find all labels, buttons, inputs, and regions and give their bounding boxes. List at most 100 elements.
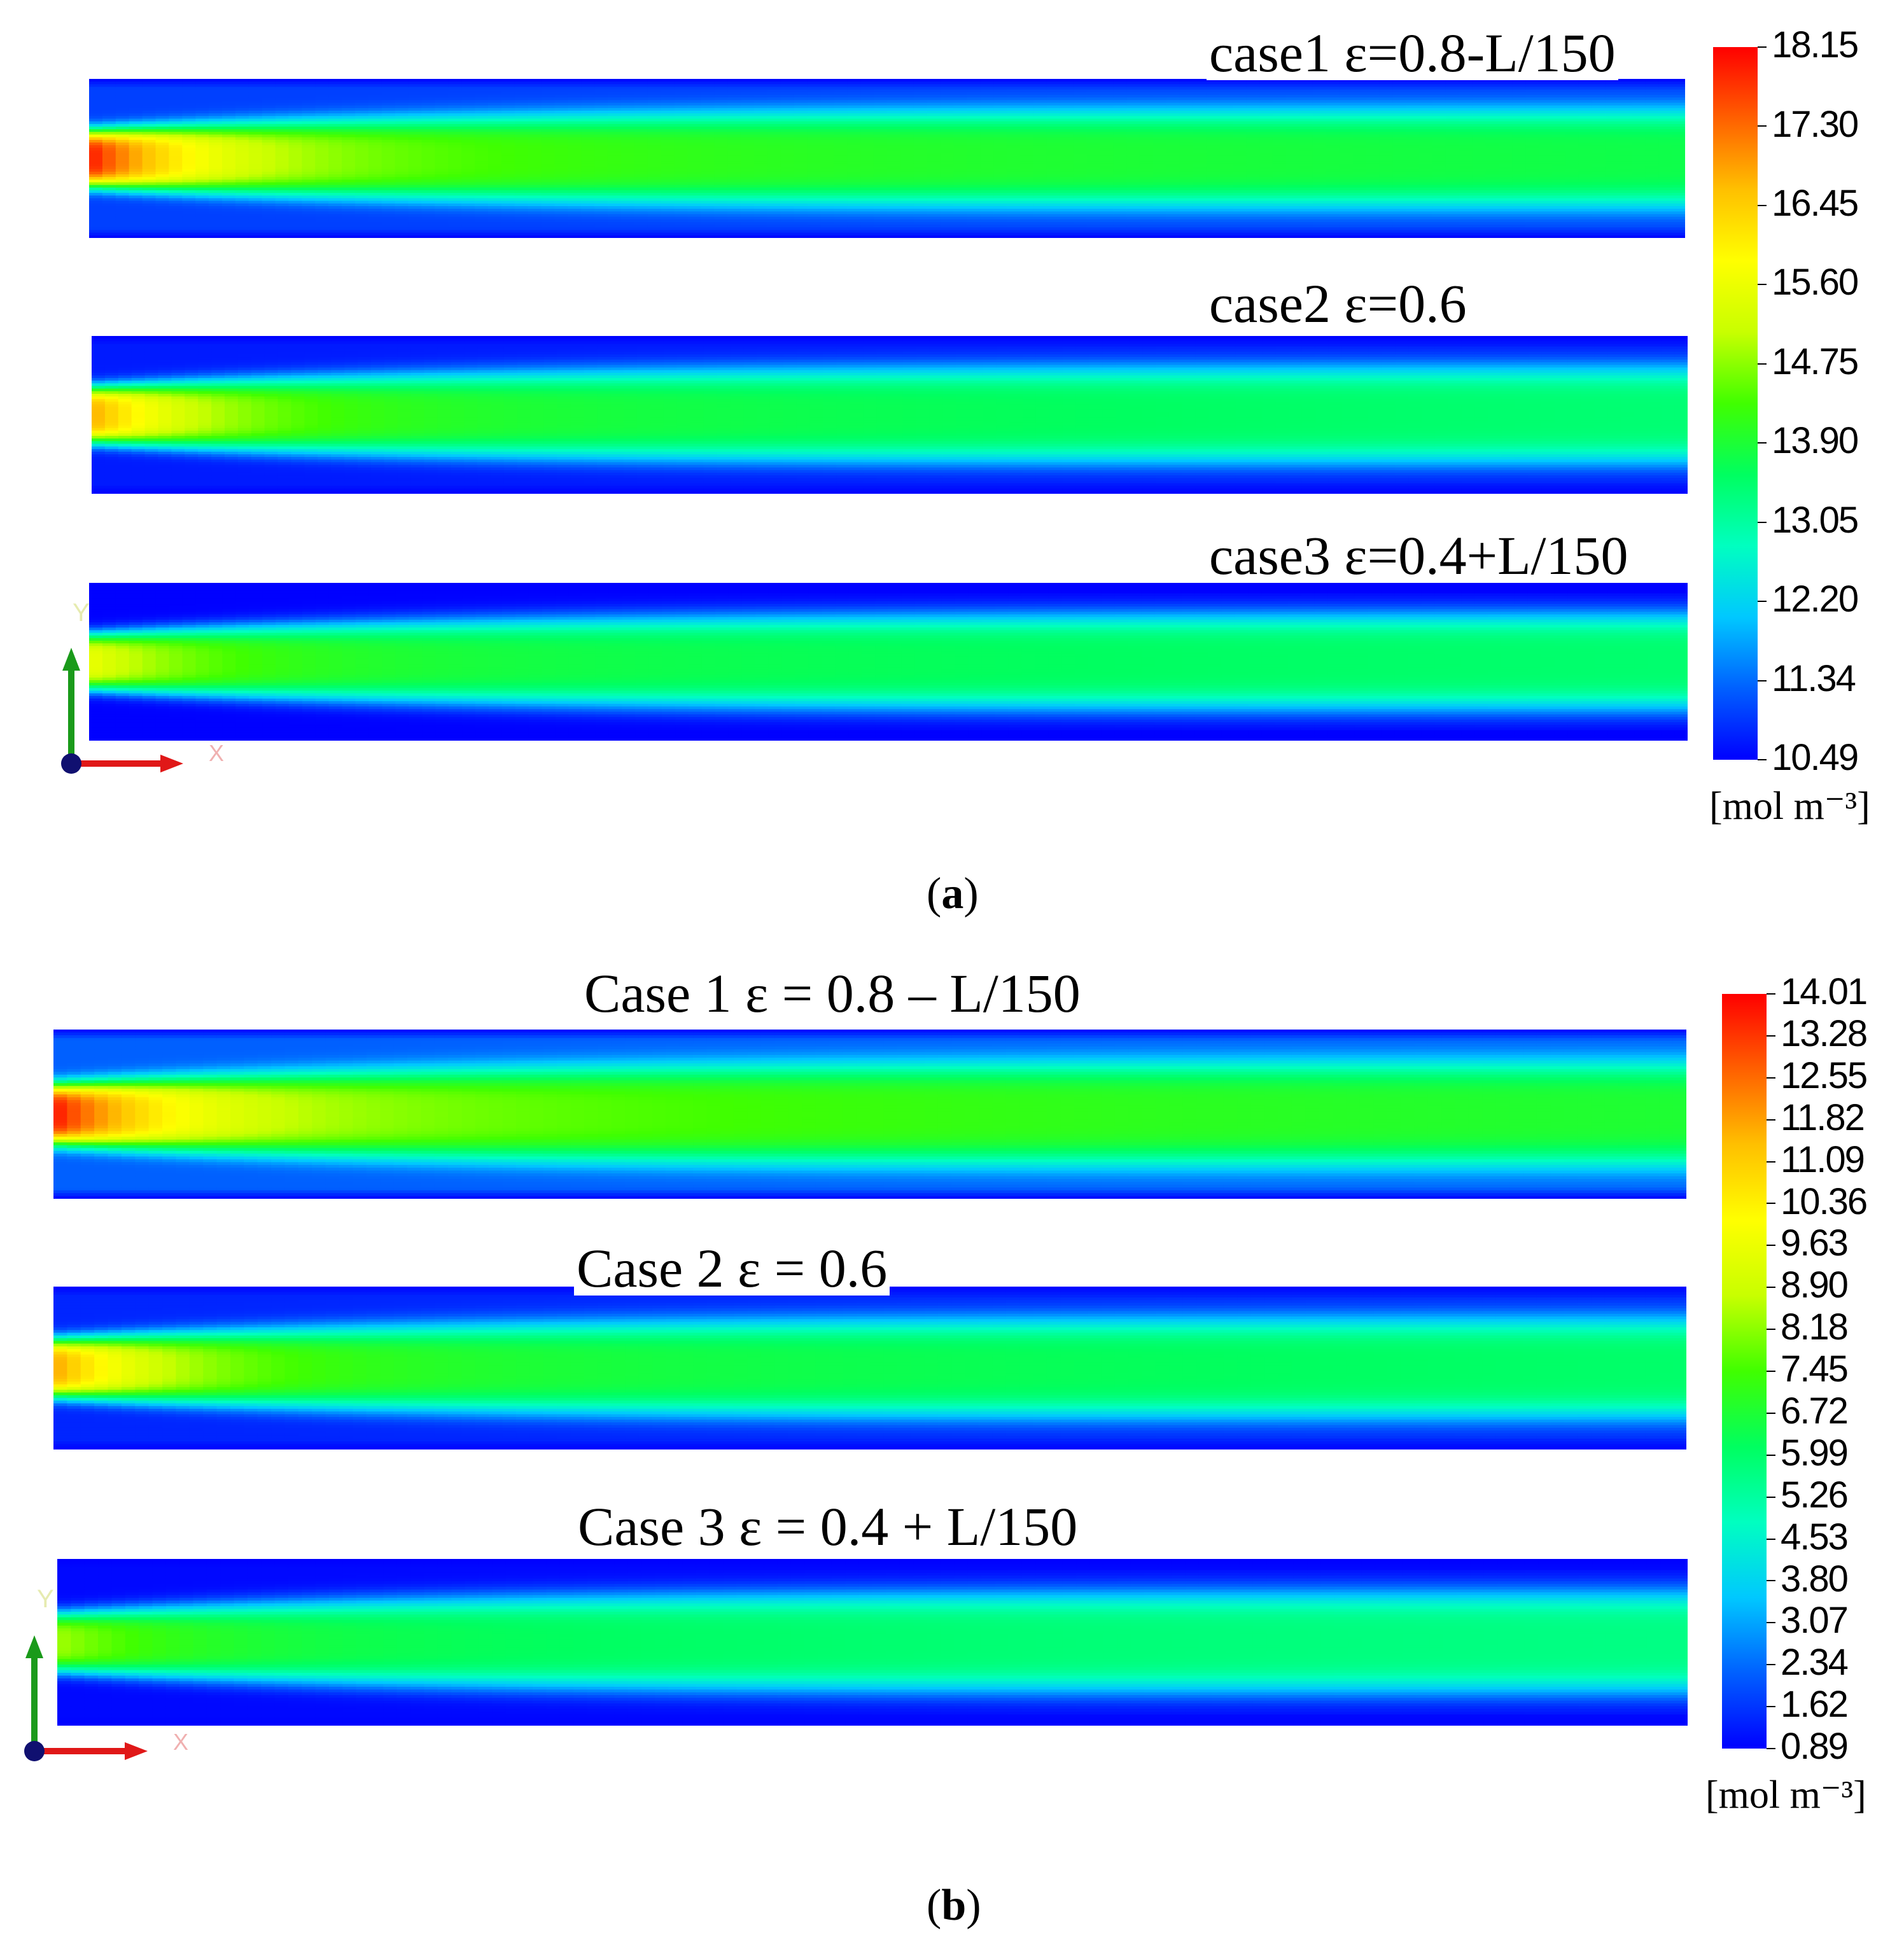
contour-cell (1100, 182, 1114, 186)
contour-cell (435, 139, 449, 143)
contour-cell (475, 179, 489, 183)
contour-cell (647, 200, 662, 204)
contour-cell (541, 174, 556, 178)
contour-cell (621, 216, 635, 220)
contour-cell (222, 185, 236, 188)
contour-cell (820, 134, 834, 138)
contour-cell (115, 118, 130, 122)
contour-cell (248, 230, 263, 234)
contour-cell (421, 123, 435, 127)
contour-cell (554, 227, 568, 231)
contour-cell (448, 81, 462, 85)
contour-cell (222, 182, 236, 186)
contour-cell (820, 81, 834, 85)
contour-cell (435, 214, 449, 218)
contour-cell (514, 198, 529, 202)
contour-cell (102, 79, 116, 82)
contour-cell (1153, 211, 1167, 215)
contour-cell (342, 171, 356, 175)
contour-cell (381, 161, 396, 164)
contour-cell (993, 155, 1007, 159)
contour-cell (1100, 79, 1114, 82)
contour-cell (1033, 139, 1047, 143)
contour-cell (727, 113, 741, 116)
contour-cell (887, 235, 901, 238)
contour-cell (142, 169, 157, 172)
contour-cell (1007, 200, 1021, 204)
contour-cell (1007, 139, 1021, 143)
contour-cell (302, 174, 316, 178)
contour-cell (89, 169, 103, 172)
contour-cell (395, 84, 409, 88)
contour-cell (1033, 118, 1047, 122)
contour-cell (89, 127, 103, 130)
contour-cell (182, 227, 196, 231)
contour-cell (834, 179, 848, 183)
contour-cell (89, 227, 103, 231)
contour-cell (1007, 87, 1021, 90)
contour-cell (262, 206, 276, 209)
contour-cell (142, 198, 157, 202)
contour-cell (980, 97, 994, 101)
contour-cell (368, 89, 382, 93)
contour-cell (608, 116, 622, 120)
contour-cell (621, 127, 635, 130)
contour-cell (262, 177, 276, 180)
contour-cell (1020, 134, 1034, 138)
contour-cell (129, 95, 143, 98)
contour-cell (874, 200, 888, 204)
contour-cell (235, 100, 249, 104)
contour-cell (767, 87, 781, 90)
contour-cell (1113, 195, 1127, 199)
contour-cell (342, 209, 356, 212)
contour-cell (315, 134, 329, 138)
contour-cell (794, 222, 808, 225)
contour-cell (913, 100, 928, 104)
contour-cell (1060, 148, 1074, 151)
contour-cell (302, 139, 316, 143)
contour-cell (182, 108, 196, 111)
contour-cell (1020, 79, 1034, 82)
contour-cell (687, 84, 701, 88)
contour-cell (528, 174, 542, 178)
contour-cell (701, 102, 715, 106)
contour-cell (1060, 200, 1074, 204)
contour-cell (475, 92, 489, 95)
contour-cell (1020, 118, 1034, 122)
contour-cell (328, 177, 342, 180)
contour-cell (820, 100, 834, 104)
contour-cell (767, 145, 781, 148)
contour-cell (129, 105, 143, 109)
contour-cell (488, 150, 502, 154)
contour-cell (142, 222, 157, 225)
contour-cell (634, 79, 648, 82)
contour-cell (927, 118, 941, 122)
contour-cell (1179, 118, 1194, 122)
contour-cell (448, 195, 462, 199)
contour-cell (581, 118, 595, 122)
contour-cell (248, 137, 263, 141)
contour-cell (900, 111, 914, 114)
contour-cell (581, 182, 595, 186)
contour-cell (169, 174, 183, 178)
contour-cell (129, 190, 143, 193)
contour-cell (248, 143, 263, 146)
contour-cell (1193, 108, 1207, 111)
contour-cell (794, 143, 808, 146)
contour-cell (608, 177, 622, 180)
contour-cell (1086, 195, 1100, 199)
contour-cell (435, 209, 449, 212)
contour-cell (142, 127, 157, 130)
contour-cell (701, 219, 715, 223)
contour-cell (475, 132, 489, 136)
contour-cell (767, 150, 781, 154)
contour-cell (594, 139, 608, 143)
contour-cell (288, 102, 302, 106)
contour-cell (129, 81, 143, 85)
contour-cell (248, 198, 263, 202)
contour-cell (940, 169, 955, 172)
contour-cell (581, 143, 595, 146)
contour-cell (169, 195, 183, 199)
contour-cell (1113, 132, 1127, 136)
contour-cell (1020, 132, 1034, 136)
